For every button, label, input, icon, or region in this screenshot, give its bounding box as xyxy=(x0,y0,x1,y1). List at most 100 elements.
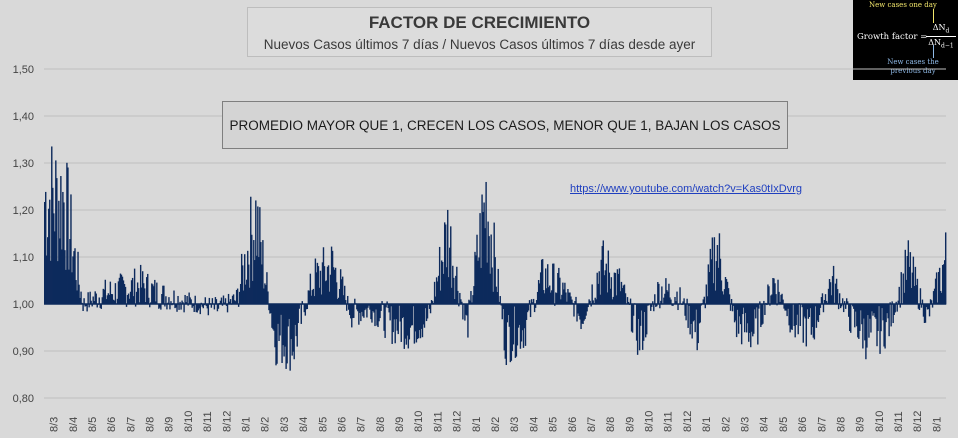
chart-bar xyxy=(329,274,332,305)
x-tick-label: 8/11 xyxy=(893,411,905,432)
chart-bar xyxy=(264,283,266,305)
chart-bar xyxy=(386,301,388,305)
youtube-link[interactable]: https://www.youtube.com/watch?v=Kas0tIxD… xyxy=(570,183,803,195)
chart-bar xyxy=(849,304,851,332)
chart-bar xyxy=(671,304,673,306)
chart-bar xyxy=(61,249,63,305)
chart-bar xyxy=(321,262,324,305)
chart-bar xyxy=(452,265,454,305)
chart-bar xyxy=(688,304,690,306)
chart-bar xyxy=(890,304,892,327)
chart-bar xyxy=(294,304,296,325)
chart-bar xyxy=(101,297,103,305)
chart-bar xyxy=(423,304,426,328)
chart-bar xyxy=(571,299,573,305)
chart-bar xyxy=(256,255,258,305)
x-tick-label: 8/3 xyxy=(739,417,751,432)
chart-bar xyxy=(708,272,711,305)
chart-bar xyxy=(915,285,918,305)
chart-bar xyxy=(87,292,89,305)
x-tick-label: 8/2 xyxy=(490,417,502,432)
chart-bar xyxy=(729,304,732,311)
chart-bar xyxy=(858,304,860,339)
chart-bar xyxy=(610,277,613,305)
chart-bar xyxy=(641,304,644,350)
chart-bar xyxy=(842,304,845,313)
chart-bar xyxy=(125,304,128,307)
chart-bar xyxy=(198,304,200,309)
chart-bar xyxy=(623,284,626,305)
y-tick-label: 1,10 xyxy=(13,252,34,264)
chart-bar xyxy=(597,283,599,305)
chart-bar xyxy=(371,304,373,323)
chart-bar xyxy=(646,304,648,335)
chart-bar xyxy=(526,304,529,313)
formula-bottom-note-line1: New cases the xyxy=(887,58,939,66)
chart-bar xyxy=(930,300,933,305)
chart-bar xyxy=(434,296,437,305)
chart-bar xyxy=(196,304,198,313)
chart-bar xyxy=(698,304,700,324)
chart-bar xyxy=(459,292,461,305)
chart-bar xyxy=(411,304,414,326)
chart-bar xyxy=(606,292,609,305)
chart-bar xyxy=(657,282,659,305)
chart-bar xyxy=(409,304,412,328)
chart-bar xyxy=(206,304,209,309)
chart-bar xyxy=(654,294,656,305)
chart-bar xyxy=(220,297,223,305)
chart-bar xyxy=(52,187,54,305)
x-tick-label: 8/2 xyxy=(720,417,732,432)
x-tick-label: 8/7 xyxy=(586,417,598,432)
chart-bar xyxy=(86,304,88,312)
chart-bar xyxy=(92,296,94,305)
chart-bar xyxy=(58,200,60,305)
chart-bar xyxy=(742,304,745,308)
chart-bar xyxy=(219,300,222,305)
chart-bar xyxy=(395,304,397,320)
chart-bar xyxy=(735,304,738,338)
chart-bar xyxy=(224,298,227,305)
chart-bar xyxy=(727,288,730,305)
chart-bar xyxy=(753,304,755,334)
chart-bar xyxy=(273,304,275,331)
chart-bar xyxy=(493,222,495,305)
chart-bar xyxy=(369,304,371,310)
chart-bar xyxy=(607,250,610,305)
chart-bar xyxy=(793,304,795,326)
x-tick-label: 8/8 xyxy=(375,417,387,432)
chart-bar xyxy=(536,291,539,305)
chart-bar xyxy=(887,304,889,319)
chart-bar xyxy=(225,304,228,306)
chart-bar xyxy=(485,181,487,305)
chart-bar xyxy=(530,299,533,305)
chart-bar xyxy=(237,304,240,307)
chart-bar xyxy=(165,296,167,305)
chart-bar xyxy=(691,304,693,339)
chart-bar xyxy=(794,304,796,338)
chart-bar xyxy=(898,286,900,305)
chart-bar xyxy=(799,304,801,326)
chart-bar xyxy=(304,304,307,316)
chart-bar xyxy=(467,304,469,338)
chart-bar xyxy=(175,304,177,308)
chart-bar xyxy=(656,304,658,307)
chart-bar xyxy=(73,251,75,305)
chart-bar xyxy=(558,267,560,305)
chart-bar xyxy=(679,287,681,305)
x-tick-label: 8/4 xyxy=(528,417,540,432)
chart-bar xyxy=(470,291,472,305)
chart-bar xyxy=(693,304,695,321)
chart-bar xyxy=(311,290,314,305)
x-tick-label: 8/4 xyxy=(759,417,771,432)
chart-bar xyxy=(109,281,112,305)
chart-bar xyxy=(932,291,935,305)
chart-bar xyxy=(527,304,530,311)
chart-bar xyxy=(300,304,302,324)
chart-bar xyxy=(169,304,171,310)
chart-bar xyxy=(805,304,808,347)
chart-bar xyxy=(361,304,363,312)
chart-bar xyxy=(301,301,303,305)
chart-bar xyxy=(325,280,328,305)
